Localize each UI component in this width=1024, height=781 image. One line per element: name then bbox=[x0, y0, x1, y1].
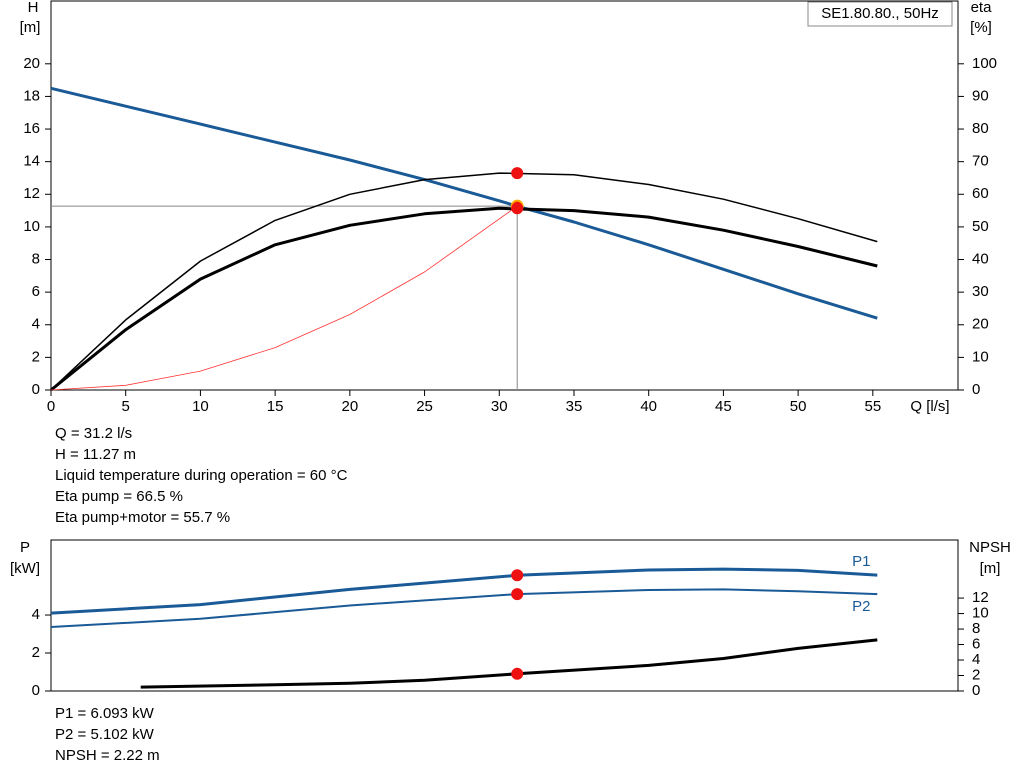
readout: NPSH = 2.22 m bbox=[55, 747, 160, 764]
axis-label: P bbox=[20, 539, 30, 556]
y2-tick-label: 100 bbox=[972, 55, 997, 72]
series-label: P1 bbox=[852, 553, 870, 570]
series-label: P2 bbox=[852, 598, 870, 615]
axis-label: [m] bbox=[20, 19, 41, 36]
y-tick-label: 14 bbox=[23, 153, 40, 170]
series-line bbox=[140, 638, 878, 689]
x-tick-label: 0 bbox=[47, 398, 55, 415]
x-tick-label: 50 bbox=[790, 398, 807, 415]
series-line bbox=[50, 206, 878, 392]
axis-label: [m] bbox=[980, 560, 1001, 577]
readout: Eta pump = 66.5 % bbox=[55, 488, 183, 505]
x-tick-label: 25 bbox=[416, 398, 433, 415]
readout: Q = 31.2 l/s bbox=[55, 425, 132, 442]
operating-point bbox=[511, 588, 524, 601]
x-tick-label: 20 bbox=[342, 398, 359, 415]
y-tick-label: 8 bbox=[32, 250, 40, 267]
series-line bbox=[50, 567, 878, 615]
axis-label: [kW] bbox=[10, 560, 40, 577]
y2-tick-label: 8 bbox=[972, 620, 980, 637]
y2-tick-label: 0 bbox=[972, 682, 980, 699]
y-tick-label: 10 bbox=[23, 218, 40, 235]
y-tick-label: 0 bbox=[32, 682, 40, 699]
x-tick-label: 55 bbox=[864, 398, 881, 415]
x-tick-label: 10 bbox=[192, 398, 209, 415]
axis-label: [%] bbox=[970, 19, 992, 36]
series-line bbox=[50, 588, 878, 628]
y2-tick-label: 70 bbox=[972, 153, 989, 170]
x-tick-label: 15 bbox=[267, 398, 284, 415]
y2-tick-label: 4 bbox=[972, 651, 980, 668]
y2-tick-label: 10 bbox=[972, 605, 989, 622]
y2-tick-label: 12 bbox=[972, 589, 989, 606]
y2-tick-label: 80 bbox=[972, 120, 989, 137]
y2-tick-label: 90 bbox=[972, 87, 989, 104]
y-tick-label: 0 bbox=[32, 381, 40, 398]
y2-tick-label: 6 bbox=[972, 636, 980, 653]
x-tick-label: 45 bbox=[715, 398, 732, 415]
series-line bbox=[50, 86, 878, 320]
plot-frame bbox=[50, 0, 959, 391]
y2-tick-label: 50 bbox=[972, 218, 989, 235]
readout: Eta pump+motor = 55.7 % bbox=[55, 509, 230, 526]
y-tick-label: 4 bbox=[32, 316, 40, 333]
x-tick-label: 40 bbox=[640, 398, 657, 415]
y2-tick-label: 10 bbox=[972, 348, 989, 365]
series-line bbox=[50, 172, 878, 391]
y-tick-label: 18 bbox=[23, 87, 40, 104]
x-tick-label: 5 bbox=[122, 398, 130, 415]
y-tick-label: 20 bbox=[23, 55, 40, 72]
axis-label: eta bbox=[971, 0, 993, 16]
operating-point bbox=[511, 569, 524, 582]
y-tick-label: 2 bbox=[32, 644, 40, 661]
y-tick-label: 6 bbox=[32, 283, 40, 300]
y-tick-label: 16 bbox=[23, 120, 40, 137]
plot-frame bbox=[50, 539, 959, 692]
y2-tick-label: 2 bbox=[972, 666, 980, 683]
y2-tick-label: 30 bbox=[972, 283, 989, 300]
operating-point bbox=[511, 202, 524, 215]
readout: P2 = 5.102 kW bbox=[55, 726, 155, 743]
chart-label: SE1.80.80., 50Hz bbox=[821, 5, 939, 22]
y2-tick-label: 60 bbox=[972, 185, 989, 202]
operating-point bbox=[511, 167, 524, 180]
axis-label: H bbox=[28, 0, 39, 16]
y2-tick-label: 20 bbox=[972, 316, 989, 333]
axis-label: NPSH bbox=[969, 539, 1011, 556]
y-tick-label: 4 bbox=[32, 606, 40, 623]
y-tick-label: 2 bbox=[32, 348, 40, 365]
readout: Liquid temperature during operation = 60… bbox=[55, 467, 348, 484]
operating-point bbox=[511, 667, 524, 680]
y2-tick-label: 0 bbox=[972, 381, 980, 398]
y2-tick-label: 40 bbox=[972, 250, 989, 267]
readout: H = 11.27 m bbox=[55, 446, 136, 463]
y-tick-label: 12 bbox=[23, 185, 40, 202]
x-axis-label: Q [l/s] bbox=[910, 398, 949, 415]
x-tick-label: 35 bbox=[566, 398, 583, 415]
series-line bbox=[50, 205, 518, 391]
x-tick-label: 30 bbox=[491, 398, 508, 415]
readout: P1 = 6.093 kW bbox=[55, 705, 155, 722]
legend-box bbox=[807, 1, 953, 27]
